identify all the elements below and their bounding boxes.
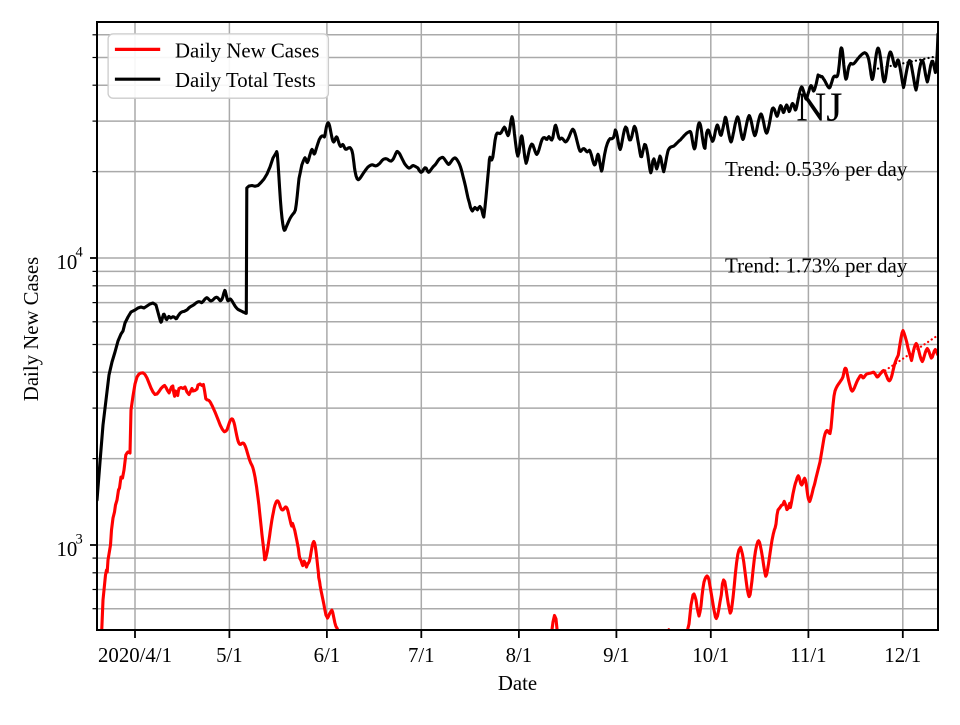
svg-text:Daily New Cases: Daily New Cases <box>175 40 319 63</box>
svg-text:7/1: 7/1 <box>408 644 435 667</box>
svg-text:6/1: 6/1 <box>314 644 341 667</box>
svg-text:10/1: 10/1 <box>692 644 729 667</box>
svg-text:Daily Total Tests: Daily Total Tests <box>175 69 316 92</box>
svg-text:2020/4/1: 2020/4/1 <box>98 644 172 667</box>
svg-text:3: 3 <box>76 532 83 548</box>
svg-text:NJ: NJ <box>796 84 842 130</box>
svg-text:Trend: 0.53% per day: Trend: 0.53% per day <box>725 157 908 181</box>
svg-text:Date: Date <box>498 672 537 695</box>
svg-text:10: 10 <box>57 538 78 561</box>
svg-text:9/1: 9/1 <box>603 644 630 667</box>
svg-text:Trend: 1.73% per day: Trend: 1.73% per day <box>725 254 908 278</box>
svg-text:Daily New Cases: Daily New Cases <box>20 257 43 401</box>
svg-text:5/1: 5/1 <box>216 644 243 667</box>
svg-text:4: 4 <box>76 245 84 261</box>
svg-text:8/1: 8/1 <box>506 644 533 667</box>
svg-text:10: 10 <box>57 251 78 274</box>
svg-text:11/1: 11/1 <box>790 644 826 667</box>
svg-text:12/1: 12/1 <box>884 644 921 667</box>
